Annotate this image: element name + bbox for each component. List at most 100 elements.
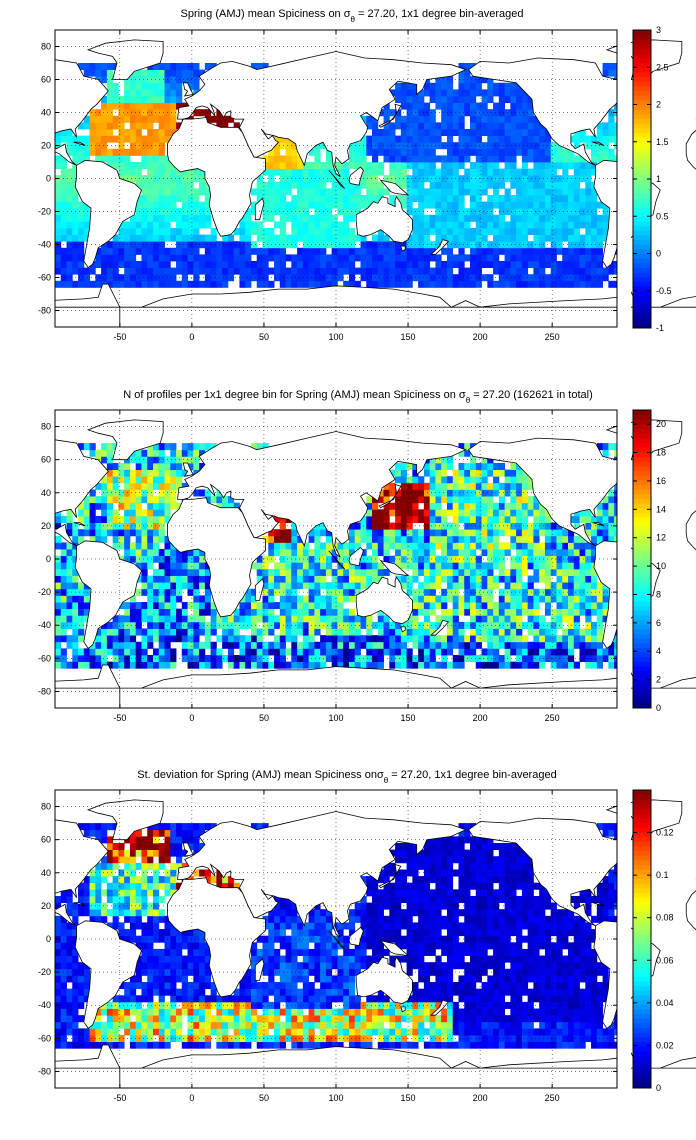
- data-cell: [487, 148, 494, 156]
- data-cell: [400, 496, 408, 504]
- data-cell: [446, 175, 454, 183]
- data-cell: [135, 109, 142, 117]
- data-cell: [446, 489, 454, 497]
- data-cell: [66, 635, 73, 643]
- data-cell: [152, 628, 160, 636]
- data-cell: [291, 529, 298, 537]
- data-cell: [297, 228, 304, 235]
- data-cell: [395, 261, 402, 268]
- data-cell: [544, 247, 552, 255]
- data-cell: [222, 615, 229, 623]
- data-cell: [135, 201, 142, 209]
- data-cell: [441, 476, 448, 484]
- data-cell: [585, 234, 592, 242]
- data-cell: [193, 234, 200, 242]
- data-cell: [591, 542, 598, 550]
- data-cell: [199, 234, 206, 242]
- data-cell: [112, 909, 119, 917]
- data-cell: [383, 254, 390, 262]
- data-cell: [106, 96, 114, 103]
- data-cell: [516, 562, 523, 570]
- data-cell: [72, 267, 79, 275]
- data-cell: [579, 274, 586, 282]
- data-cell: [141, 476, 148, 484]
- data-cell: [343, 661, 350, 669]
- colorbar-swatch: [633, 248, 651, 254]
- data-cell: [152, 522, 160, 530]
- data-cell: [591, 162, 598, 169]
- data-cell: [418, 482, 425, 490]
- data-cell: [210, 496, 217, 504]
- data-cell: [106, 1021, 114, 1029]
- data-cell: [550, 247, 557, 255]
- data-cell: [423, 148, 431, 156]
- data-cell: [470, 109, 477, 117]
- data-cell: [493, 641, 500, 649]
- data-cell: [366, 628, 373, 636]
- data-cell: [487, 608, 494, 616]
- data-cell: [95, 254, 102, 262]
- data-cell: [487, 228, 494, 235]
- data-cell: [562, 661, 569, 669]
- data-cell: [147, 595, 154, 603]
- data-cell: [602, 615, 609, 623]
- data-cell: [210, 641, 217, 649]
- data-cell: [89, 1041, 96, 1049]
- data-cell: [89, 889, 96, 897]
- data-cell: [222, 267, 229, 275]
- data-cell: [395, 162, 402, 169]
- data-cell: [337, 655, 344, 663]
- data-cell: [464, 582, 471, 590]
- data-cell: [395, 502, 402, 510]
- data-cell: [464, 254, 471, 262]
- data-cell: [550, 555, 557, 563]
- data-cell: [302, 582, 310, 590]
- data-cell: [101, 148, 108, 156]
- data-cell: [458, 181, 465, 189]
- data-cell: [199, 648, 206, 656]
- data-cell: [539, 214, 546, 222]
- data-cell: [325, 267, 333, 275]
- data-cell: [423, 568, 431, 576]
- data-cell: [539, 201, 546, 209]
- data-cell: [274, 655, 281, 663]
- data-cell: [348, 621, 356, 629]
- data-cell: [279, 254, 286, 262]
- data-cell: [481, 188, 488, 196]
- data-cell: [193, 274, 200, 282]
- data-cell: [66, 889, 73, 897]
- data-cell: [498, 261, 505, 268]
- data-cell: [118, 635, 125, 643]
- data-cell: [181, 562, 188, 570]
- data-cell: [562, 261, 569, 268]
- data-cell: [147, 76, 154, 84]
- data-cell: [573, 135, 580, 143]
- data-cell: [412, 575, 419, 583]
- data-cell: [279, 661, 286, 669]
- data-cell: [400, 529, 408, 537]
- data-cell: [475, 542, 482, 550]
- data-cell: [412, 628, 419, 636]
- data-cell: [527, 476, 534, 484]
- data-cell: [170, 168, 177, 176]
- data-cell: [527, 595, 534, 603]
- data-cell: [262, 63, 269, 70]
- data-cell: [164, 228, 171, 235]
- data-cell: [279, 201, 286, 209]
- colorbar-swatch: [633, 53, 651, 59]
- data-cell: [216, 615, 223, 623]
- data-cell: [452, 549, 459, 557]
- data-cell: [129, 902, 137, 910]
- data-cell: [377, 522, 384, 530]
- data-cell: [435, 181, 442, 189]
- data-cell: [279, 214, 286, 222]
- data-cell: [383, 274, 390, 282]
- data-cell: [464, 509, 471, 517]
- data-cell: [418, 641, 425, 649]
- data-cell: [135, 69, 142, 77]
- data-cell: [262, 621, 269, 629]
- data-cell: [481, 502, 488, 510]
- data-cell: [366, 555, 373, 563]
- data-cell: [147, 135, 154, 143]
- colorbar-swatch: [633, 253, 651, 259]
